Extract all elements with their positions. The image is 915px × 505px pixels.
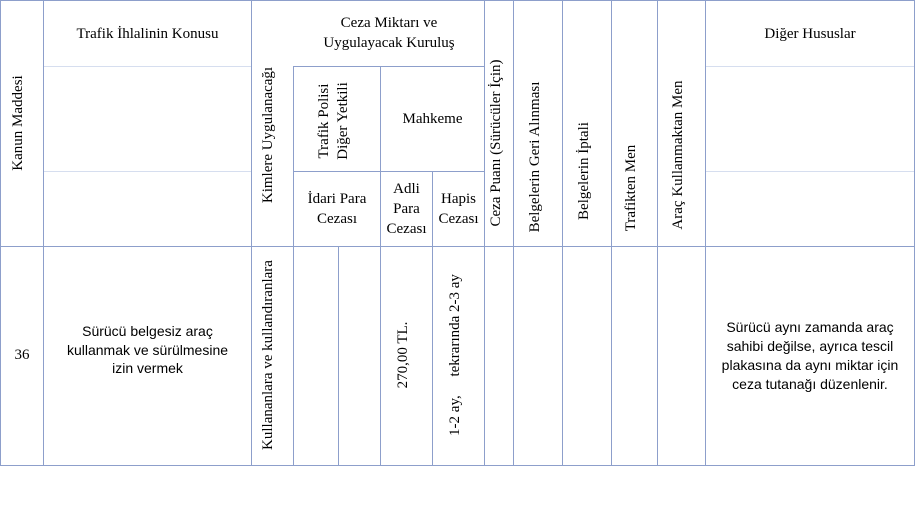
header-idari-para-cezasi: İdari Para Cezası — [307, 190, 367, 227]
header-ceza-puani: Ceza Puanı (Sürücüler İçin) — [488, 59, 504, 227]
row-adli-para-cezasi: 270,00 TL. — [395, 321, 411, 389]
header-trafik-polisi: Trafik Polisi Diğer Yetkili — [316, 82, 351, 160]
header-arac-kullanmaktan-men: Araç Kullanmaktan Men — [670, 80, 686, 230]
row-kimlere: Kullananlara ve kullandıranlara — [260, 260, 276, 450]
row-diger-hususlar: Sürücü aynı zamanda araç sahibi değilse,… — [721, 319, 899, 392]
faint-guide — [706, 171, 914, 172]
header-body-divider — [0, 246, 915, 247]
header-adli-para-cezasi: Adli Para Cezası — [386, 180, 427, 238]
col-divider — [513, 0, 514, 466]
header-belge-iptali: Belgelerin İptali — [576, 122, 592, 220]
col-divider — [484, 0, 485, 466]
header-ceza-miktari: Ceza Miktarı ve Uygulayacak Kuruluş — [323, 14, 455, 51]
faint-guide — [44, 171, 251, 172]
col-divider — [611, 0, 612, 466]
col-divider — [43, 0, 44, 466]
row-divider — [293, 66, 484, 67]
row-divider — [293, 171, 484, 172]
table-border-left — [0, 0, 1, 466]
col-divider — [432, 171, 433, 466]
header-kanun-maddesi: Kanun Maddesi — [10, 75, 26, 171]
faint-guide — [44, 66, 251, 67]
header-trafikten-men: Trafikten Men — [623, 144, 639, 232]
header-ihlal-konusu: Trafik İhlalinin Konusu — [76, 25, 219, 42]
table-border-top — [0, 0, 915, 1]
row-hapis-cezasi: 1-2 ay, tekrarında 2-3 ay — [447, 274, 463, 436]
header-mahkeme: Mahkeme — [402, 110, 463, 127]
row-ihlal-konusu: Sürücü belgesiz araç kullanmak ve sürülm… — [66, 322, 229, 377]
row-kanun-maddesi: 36 — [14, 346, 30, 363]
col-divider — [338, 246, 339, 466]
col-divider — [251, 0, 252, 466]
col-divider — [562, 0, 563, 466]
penalty-table: Kanun Maddesi Trafik İhlalinin Konusu Ki… — [0, 0, 915, 466]
col-divider — [293, 66, 294, 466]
col-divider — [657, 0, 658, 466]
header-hapis-cezasi: Hapis Cezası — [438, 190, 479, 227]
header-belge-geri-alinmasi: Belgelerin Geri Alınması — [527, 81, 543, 233]
col-divider — [705, 0, 706, 466]
faint-guide — [706, 66, 914, 67]
col-divider — [380, 66, 381, 466]
header-diger-hususlar: Diğer Hususlar — [764, 25, 856, 42]
